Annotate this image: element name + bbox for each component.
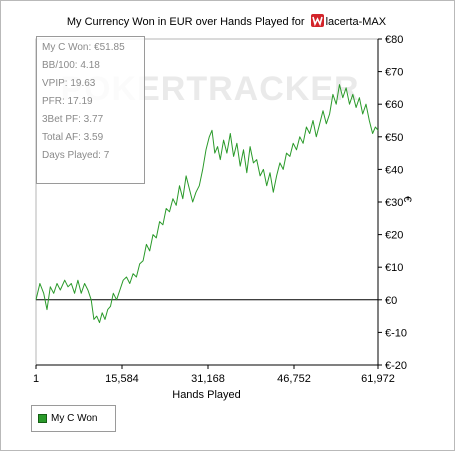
stats-panel: My C Won: €51.85 BB/100: 4.18 VPIP: 19.6… xyxy=(36,36,145,184)
y-tick-label: €10 xyxy=(385,262,403,274)
stat-pfr: PFR: 17.19 xyxy=(42,96,93,107)
stat-days-played: Days Played: 7 xyxy=(42,150,110,161)
legend-swatch xyxy=(38,414,47,423)
player-name: lacerta-MAX xyxy=(325,16,387,28)
y-tick-label: €60 xyxy=(385,99,403,111)
x-axis-label: Hands Played xyxy=(172,389,241,401)
player-logo-icon xyxy=(310,14,324,27)
x-tick-label: 46,752 xyxy=(277,373,311,385)
series-line-my-c-won xyxy=(35,84,379,324)
chart-title: My Currency Won in EUR over Hands Played… xyxy=(0,14,453,28)
y-tick-label: €30 xyxy=(385,197,403,209)
legend: My C Won xyxy=(31,405,116,432)
y-axis-label: € xyxy=(401,196,413,203)
stat-bb-100: BB/100: 4.18 xyxy=(42,60,100,71)
y-tick-label: €20 xyxy=(385,230,403,242)
x-tick-label: 31,168 xyxy=(191,373,225,385)
stat-total-af: Total AF: 3.59 xyxy=(42,132,104,143)
y-tick-label: €-20 xyxy=(385,360,407,372)
legend-label: My C Won xyxy=(51,413,98,424)
y-tick-label: €70 xyxy=(385,67,403,79)
x-tick-label: 1 xyxy=(33,373,39,385)
y-tick-label: €0 xyxy=(385,295,397,307)
x-tick-label: 15,584 xyxy=(105,373,139,385)
x-tick-label: 61,972 xyxy=(361,373,395,385)
y-tick-label: €40 xyxy=(385,164,403,176)
y-tick-label: €80 xyxy=(385,34,403,46)
stat-my-c-won: My C Won: €51.85 xyxy=(42,42,125,53)
y-tick-label: €50 xyxy=(385,132,403,144)
stat-3bet-pf: 3Bet PF: 3.77 xyxy=(42,114,104,125)
stat-vpip: VPIP: 19.63 xyxy=(42,78,96,89)
chart-title-text: My Currency Won in EUR over Hands Played… xyxy=(66,16,305,28)
y-tick-label: €-10 xyxy=(385,327,407,339)
